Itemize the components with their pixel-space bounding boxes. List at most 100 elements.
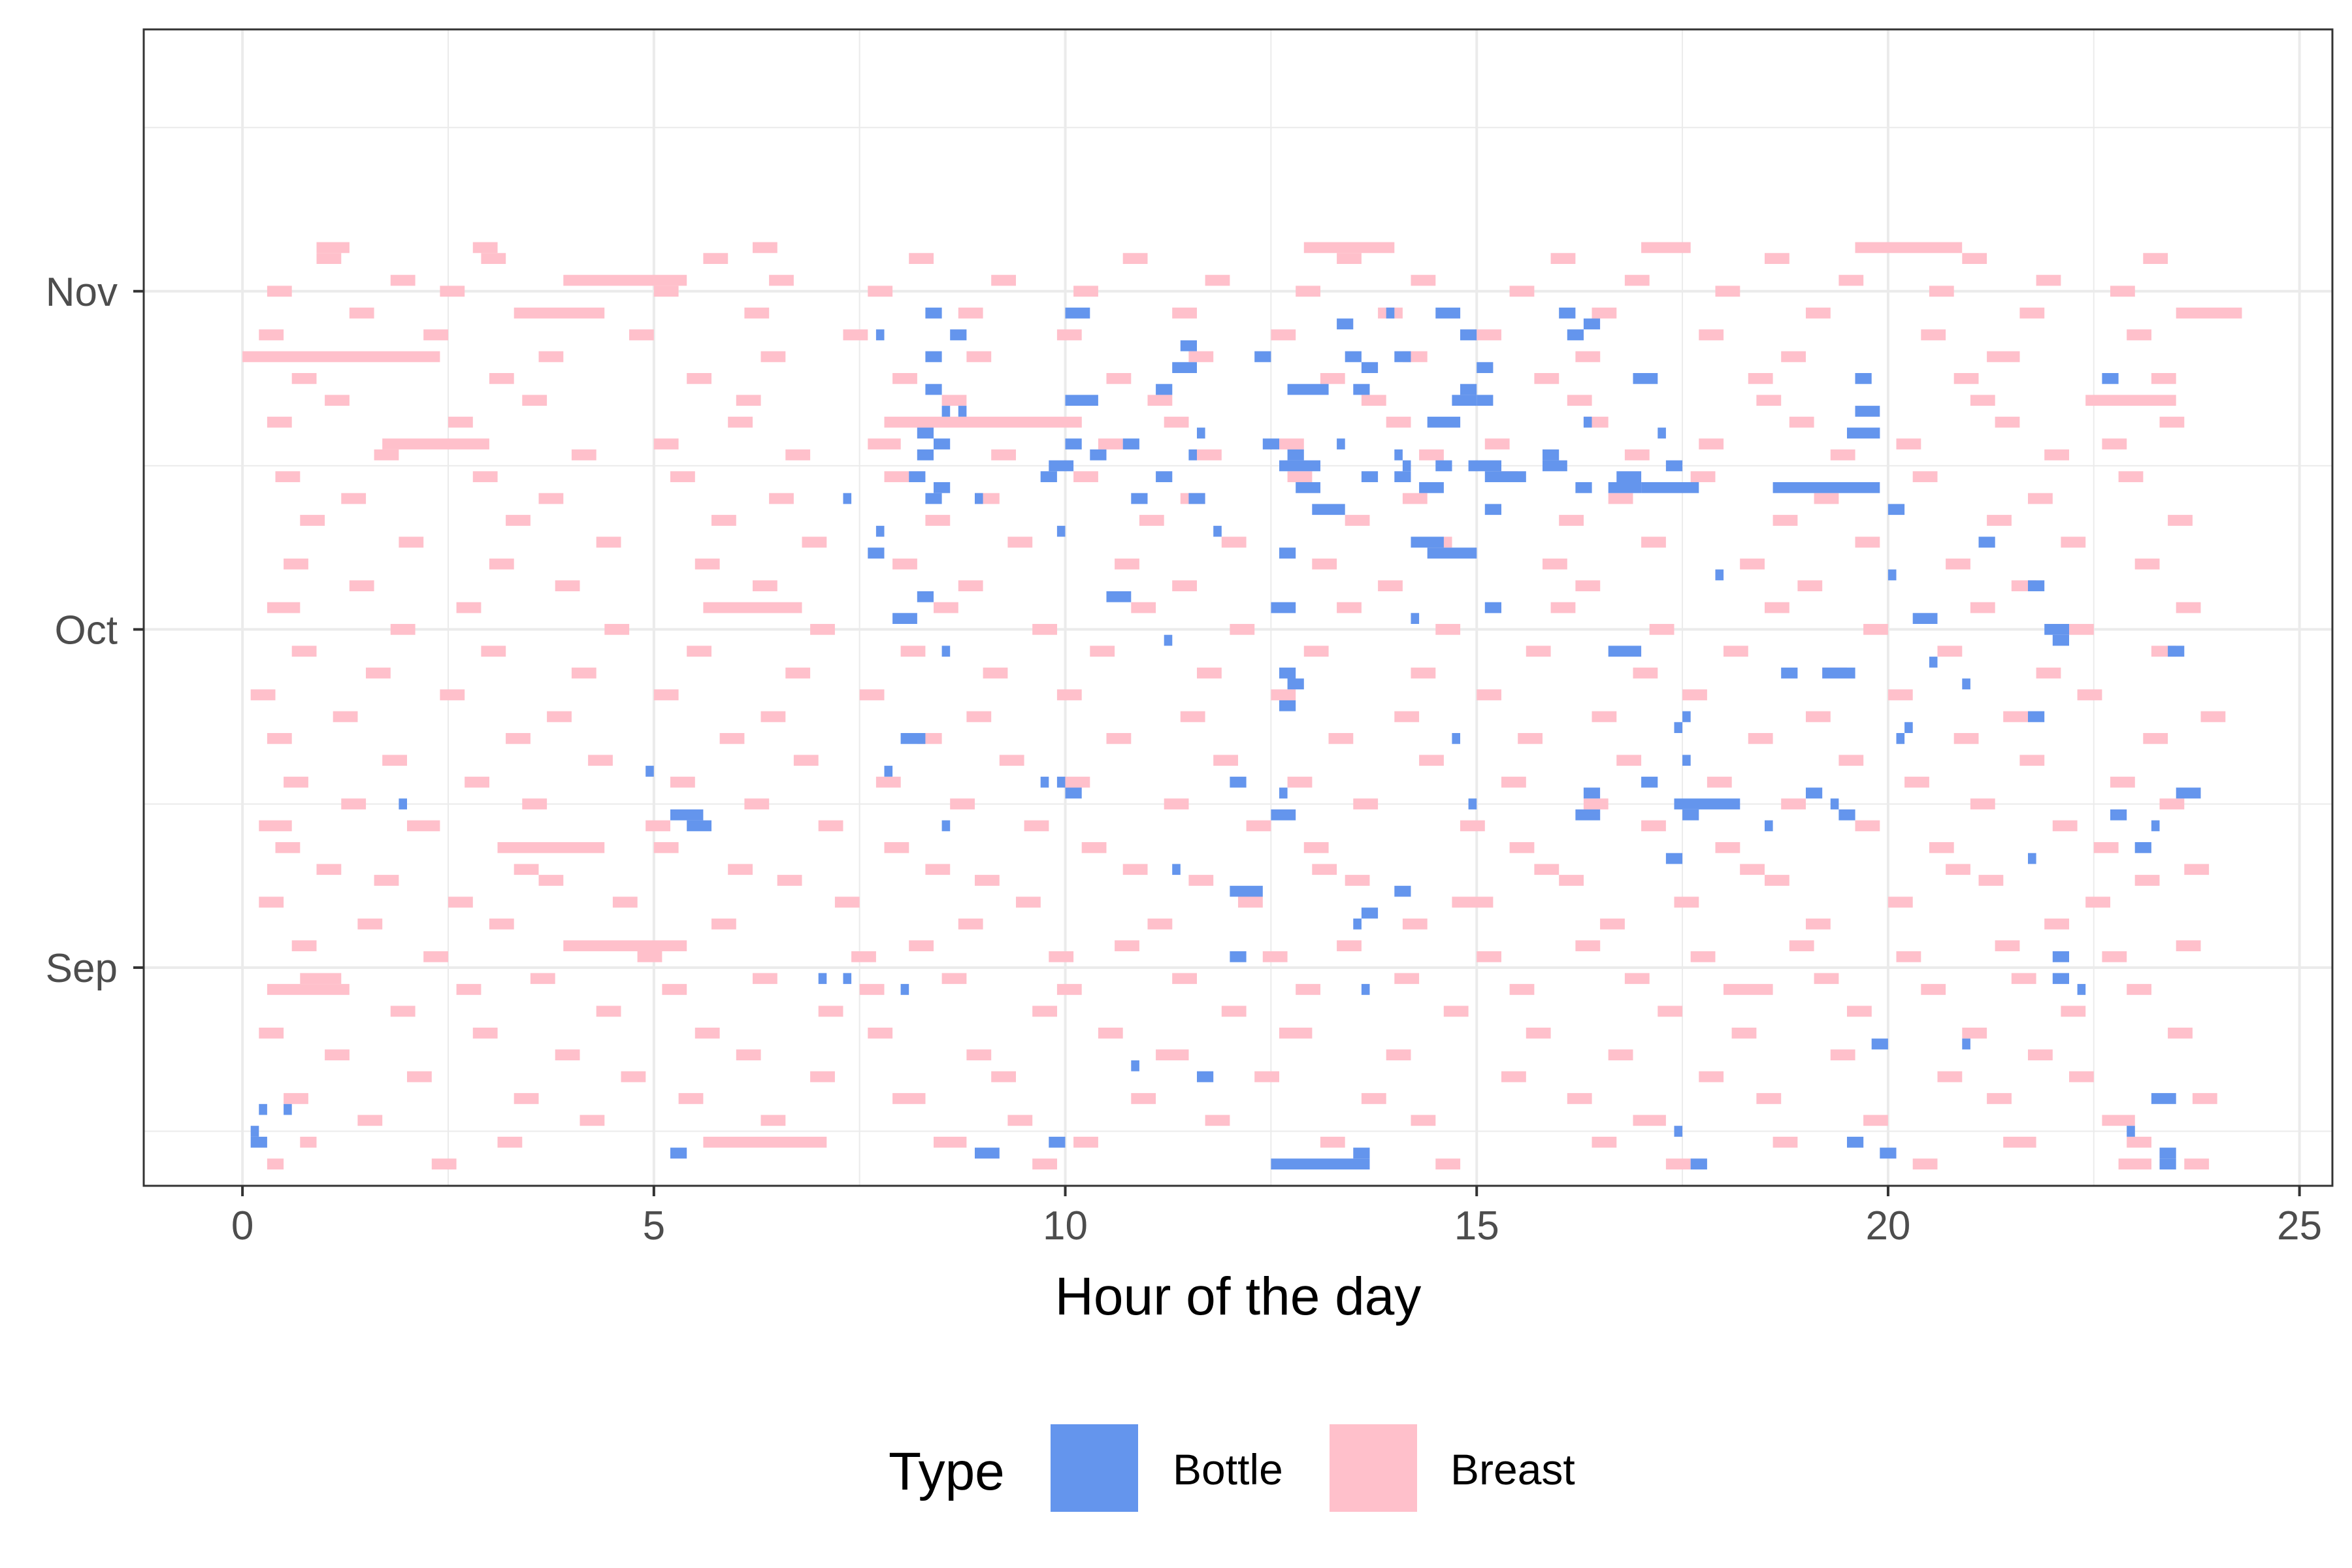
breast-feed-mark xyxy=(1230,624,1255,635)
breast-feed-mark xyxy=(1707,776,1732,788)
breast-feed-mark xyxy=(506,733,531,744)
breast-feed-mark xyxy=(291,645,317,657)
breast-feed-mark xyxy=(1172,973,1197,985)
breast-feed-mark xyxy=(1658,1005,1683,1017)
breast-feed-mark xyxy=(1806,918,1831,930)
breast-feed-mark xyxy=(1435,624,1461,635)
breast-feed-mark xyxy=(687,373,711,384)
breast-feed-mark xyxy=(934,1136,967,1148)
breast-feed-mark xyxy=(1081,842,1107,853)
breast-feed-mark xyxy=(1772,1136,1798,1148)
breast-feed-mark xyxy=(1386,1049,1411,1060)
bottle-feed-mark xyxy=(1312,504,1345,515)
plot-background xyxy=(144,29,2332,1186)
bottle-feed-mark xyxy=(1287,384,1329,395)
breast-feed-mark xyxy=(999,755,1024,766)
bottle-feed-mark xyxy=(1361,907,1379,919)
breast-feed-mark xyxy=(1073,286,1098,297)
breast-feed-mark xyxy=(1641,536,1666,548)
breast-feed-mark xyxy=(2102,951,2127,962)
bottle-feed-mark xyxy=(1633,373,1658,384)
breast-feed-mark xyxy=(1550,602,1576,613)
breast-feed-mark xyxy=(1641,820,1666,832)
breast-feed-mark xyxy=(1164,416,1189,428)
x-tick-label: 20 xyxy=(1865,1203,1910,1249)
breast-feed-mark xyxy=(506,515,531,526)
breast-feed-mark xyxy=(1887,689,1913,700)
breast-feed-mark xyxy=(1016,896,1041,908)
bottle-feed-mark xyxy=(2134,842,2151,853)
breast-feed-mark xyxy=(670,776,695,788)
breast-feed-mark xyxy=(1477,689,1501,700)
bottle-feed-mark xyxy=(1287,449,1304,461)
breast-feed-mark xyxy=(555,580,580,591)
breast-feed-mark xyxy=(975,875,1000,886)
breast-feed-mark xyxy=(1411,1115,1436,1126)
breast-feed-mark xyxy=(1624,973,1650,985)
breast-feed-mark xyxy=(2003,1136,2036,1148)
bottle-feed-mark xyxy=(1296,482,1320,493)
breast-feed-mark xyxy=(1509,286,1535,297)
breast-feed-mark xyxy=(719,733,745,744)
breast-feed-mark xyxy=(760,1115,786,1126)
breast-feed-mark xyxy=(1065,776,1090,788)
breast-feed-mark xyxy=(843,329,868,340)
breast-feed-mark xyxy=(1740,864,1765,875)
bottle-feed-mark xyxy=(2028,580,2045,591)
breast-feed-mark xyxy=(1262,951,1288,962)
breast-feed-mark xyxy=(1287,471,1313,482)
bottle-feed-mark xyxy=(2052,973,2069,985)
breast-feed-mark xyxy=(1460,820,1485,832)
breast-feed-mark xyxy=(1633,667,1658,679)
bottle-feed-mark xyxy=(1386,307,1395,319)
bottle-feed-mark xyxy=(1197,1071,1214,1083)
breast-feed-mark xyxy=(259,329,284,340)
breast-feed-mark xyxy=(1402,493,1428,504)
breast-feed-mark xyxy=(753,973,777,985)
breast-feed-mark xyxy=(760,711,786,723)
breast-feed-mark xyxy=(1740,558,1765,570)
breast-feed-mark xyxy=(1411,274,1436,286)
breast-feed-mark xyxy=(1781,351,1806,363)
breast-feed-mark xyxy=(431,1158,457,1169)
bottle-feed-mark xyxy=(1887,504,1905,515)
breast-feed-mark xyxy=(1056,984,1082,995)
breast-feed-mark xyxy=(1394,973,1420,985)
plot-border xyxy=(142,28,2334,1187)
bottle-feed-mark xyxy=(1665,460,1683,472)
breast-feed-mark xyxy=(958,918,983,930)
bottle-feed-mark xyxy=(900,984,909,995)
breast-feed-mark xyxy=(1806,711,1831,723)
breast-feed-mark xyxy=(1838,274,1864,286)
bottle-feed-mark xyxy=(2159,1147,2176,1159)
bottle-feed-mark xyxy=(1575,809,1601,821)
breast-feed-mark xyxy=(1345,515,1370,526)
bottle-feed-mark xyxy=(1156,471,1173,482)
bottle-feed-mark xyxy=(941,820,951,832)
breast-feed-mark xyxy=(1896,438,1921,449)
breast-feed-mark xyxy=(1007,1115,1033,1126)
breast-feed-mark xyxy=(1303,842,1329,853)
breast-feed-mark xyxy=(1188,351,1214,363)
breast-feed-mark xyxy=(1312,864,1337,875)
bottle-feed-mark xyxy=(1674,722,1683,733)
grid-minor xyxy=(144,29,2332,1186)
breast-feed-mark xyxy=(267,602,301,613)
breast-feed-mark xyxy=(1337,940,1362,951)
breast-feed-mark xyxy=(1690,471,1716,482)
bottle-feed-mark xyxy=(399,798,407,809)
bottle-feed-mark xyxy=(1427,547,1477,559)
breast-feed-mark xyxy=(2176,940,2201,951)
bottle-feed-mark xyxy=(1394,351,1411,363)
breast-feed-mark xyxy=(2061,1005,2086,1017)
breast-feed-mark xyxy=(374,875,399,886)
breast-feed-mark xyxy=(300,973,342,985)
breast-feed-mark xyxy=(390,274,416,286)
breast-feed-mark xyxy=(497,842,605,853)
breast-feed-mark xyxy=(802,536,827,548)
bottle-feed-mark xyxy=(1682,711,1691,723)
breast-feed-mark xyxy=(472,242,498,253)
breast-feed-mark xyxy=(291,373,317,384)
breast-feed-mark xyxy=(1937,645,1963,657)
breast-feed-mark xyxy=(1592,1136,1617,1148)
